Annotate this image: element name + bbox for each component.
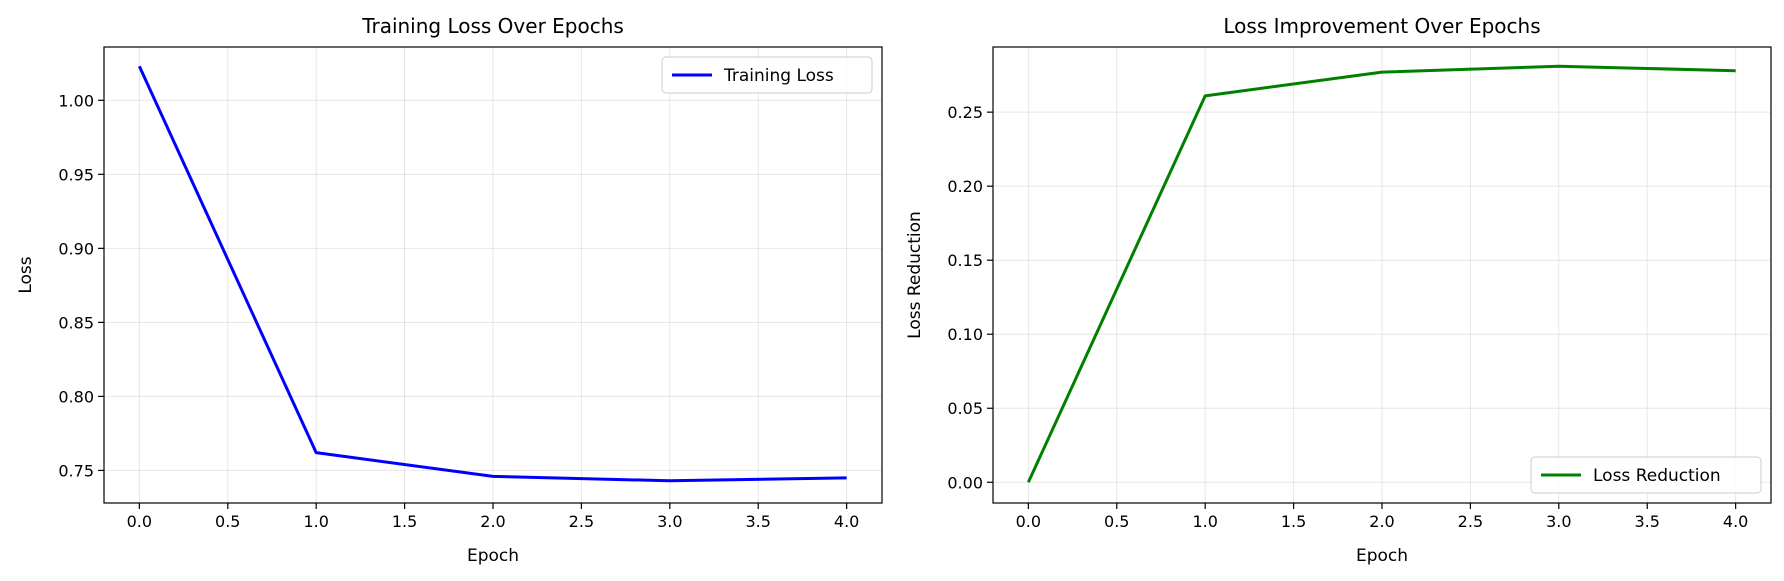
y-tick-label: 1.00 bbox=[58, 91, 94, 110]
x-tick-label: 1.0 bbox=[303, 512, 328, 531]
chart-title: Training Loss Over Epochs bbox=[361, 14, 624, 38]
x-tick-label: 0.0 bbox=[1016, 512, 1041, 531]
legend-label: Loss Reduction bbox=[1593, 466, 1721, 486]
y-tick-label: 0.25 bbox=[947, 103, 983, 122]
x-tick-label: 3.5 bbox=[1635, 512, 1660, 531]
legend: Loss Reduction bbox=[1530, 456, 1762, 494]
y-tick-label: 0.85 bbox=[58, 313, 94, 332]
x-tick-label: 4.0 bbox=[834, 512, 859, 531]
x-tick-label: 2.0 bbox=[1369, 512, 1394, 531]
y-axis-label: Loss bbox=[16, 256, 36, 293]
y-tick-label: 0.00 bbox=[947, 473, 983, 492]
x-tick-label: 0.0 bbox=[127, 512, 152, 531]
legend-box bbox=[1530, 456, 1762, 494]
legend-label: Training Loss bbox=[723, 66, 834, 86]
chart-panel-2: 0.0 0.5 1.0 1.5 2.0 2.5 3.0 3.5 4.0 0.00 0.05 0.10 0… bbox=[905, 14, 1772, 566]
x-tick-label: 3.0 bbox=[657, 512, 682, 531]
x-axis-label: Epoch bbox=[467, 546, 519, 566]
y-tick-label: 0.15 bbox=[947, 251, 983, 270]
x-tick-label: 1.5 bbox=[1281, 512, 1306, 531]
x-tick-label: 0.5 bbox=[215, 512, 240, 531]
y-tick-label: 0.20 bbox=[947, 177, 983, 196]
legend-box bbox=[661, 56, 873, 94]
y-tick-label: 0.80 bbox=[58, 387, 94, 406]
y-axis-label: Loss Reduction bbox=[905, 211, 925, 339]
x-tick-label: 2.5 bbox=[569, 512, 594, 531]
x-tick-label: 4.0 bbox=[1723, 512, 1748, 531]
y-tick-label: 0.05 bbox=[947, 399, 983, 418]
x-axis-label: Epoch bbox=[1356, 546, 1408, 566]
x-tick-label: 2.0 bbox=[480, 512, 505, 531]
x-tick-label: 3.5 bbox=[746, 512, 771, 531]
y-tick-label: 0.95 bbox=[58, 165, 94, 184]
x-tick-label: 1.0 bbox=[1192, 512, 1217, 531]
y-tick-label: 0.10 bbox=[947, 325, 983, 344]
x-tick-label: 1.5 bbox=[392, 512, 417, 531]
x-tick-label: 2.5 bbox=[1458, 512, 1483, 531]
y-tick-label: 0.90 bbox=[58, 239, 94, 258]
x-tick-label: 3.0 bbox=[1546, 512, 1571, 531]
x-tick-label: 0.5 bbox=[1104, 512, 1129, 531]
chart-title: Loss Improvement Over Epochs bbox=[1223, 14, 1540, 38]
y-tick-label: 0.75 bbox=[58, 461, 94, 480]
legend: Training Loss bbox=[661, 56, 873, 94]
chart-panel-1: 0.0 0.5 1.0 1.5 2.0 2.5 3.0 3.5 4.0 0.75 0.80 0.85 0… bbox=[16, 14, 883, 566]
